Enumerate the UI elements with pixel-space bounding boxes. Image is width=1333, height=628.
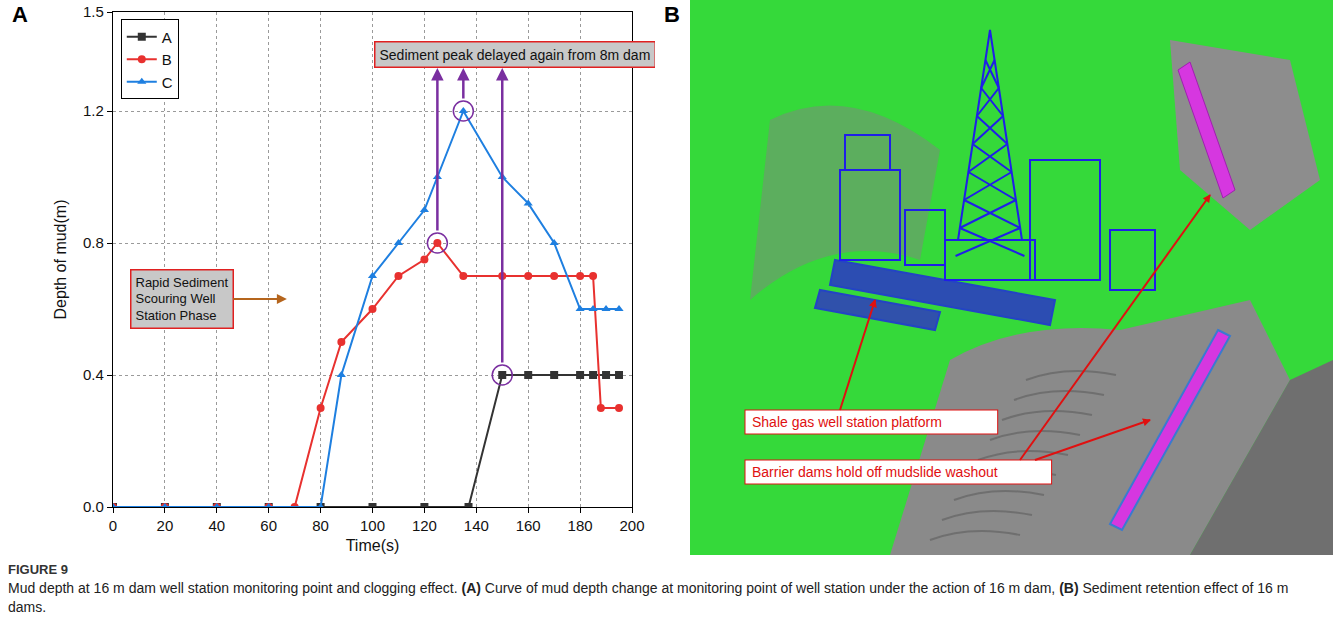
svg-text:C: C — [162, 74, 173, 91]
svg-text:20: 20 — [157, 517, 174, 534]
svg-text:1.5: 1.5 — [83, 3, 104, 20]
svg-text:100: 100 — [360, 517, 385, 534]
svg-text:Barrier dams hold off mudslide: Barrier dams hold off mudslide washout — [752, 464, 998, 480]
html-text:Mud depth at 16 m dam well sta: Mud depth at 16 m dam well station monit… — [8, 580, 1289, 615]
svg-text:1.2: 1.2 — [83, 102, 104, 119]
svg-text:140: 140 — [464, 517, 489, 534]
svg-text:180: 180 — [568, 517, 593, 534]
svg-text:120: 120 — [412, 517, 437, 534]
html-text:FIGURE 9: FIGURE 9 — [8, 562, 68, 577]
svg-text:200: 200 — [619, 517, 644, 534]
svg-text:Time(s): Time(s) — [346, 537, 400, 554]
svg-text:Sediment peak delayed again fr: Sediment peak delayed again from 8m dam — [380, 47, 651, 63]
svg-text:0.8: 0.8 — [83, 234, 104, 251]
svg-text:Rapid SedimentScouring WellSta: Rapid SedimentScouring WellStation Phase — [136, 275, 229, 324]
svg-text:B: B — [162, 51, 172, 68]
svg-text:60: 60 — [260, 517, 277, 534]
svg-text:B: B — [664, 2, 680, 27]
svg-text:A: A — [162, 29, 172, 46]
svg-text:80: 80 — [312, 517, 329, 534]
svg-text:0.0: 0.0 — [83, 498, 104, 515]
svg-text:Shale gas well station platfor: Shale gas well station platform — [752, 414, 942, 430]
html-text:A: A — [12, 2, 28, 27]
svg-text:0: 0 — [109, 517, 117, 534]
svg-text:40: 40 — [208, 517, 225, 534]
svg-text:160: 160 — [516, 517, 541, 534]
svg-text:0.4: 0.4 — [83, 366, 104, 383]
svg-text:Depth of mud(m): Depth of mud(m) — [52, 199, 69, 319]
